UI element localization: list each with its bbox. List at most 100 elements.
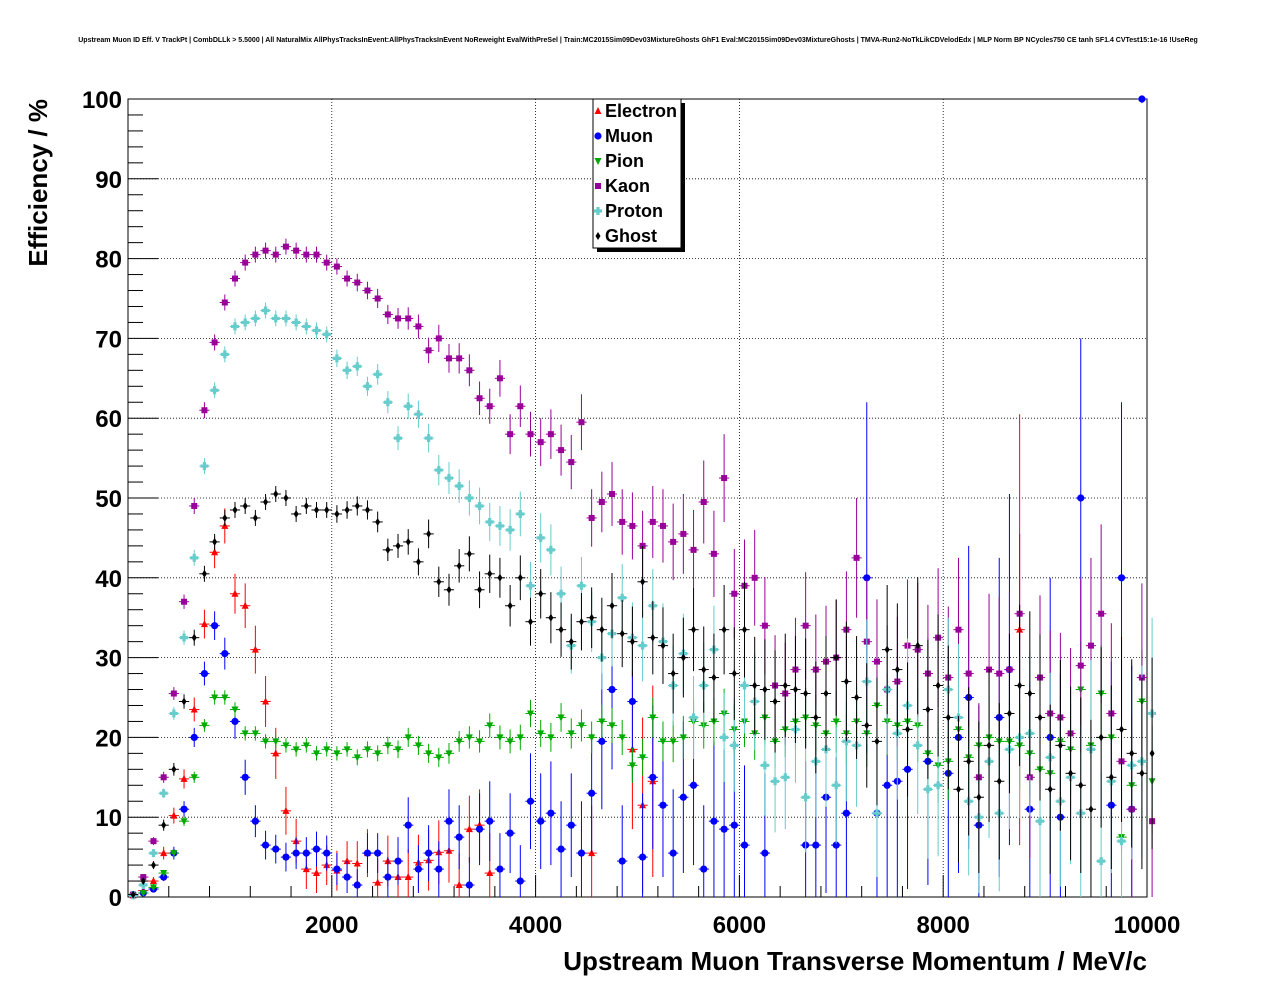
data-point: [344, 505, 350, 514]
data-point: [801, 793, 810, 802]
data-point: [832, 781, 841, 790]
data-point: [803, 689, 809, 698]
data-point: [149, 849, 158, 858]
data-point: [925, 705, 931, 714]
data-point: [496, 734, 504, 742]
data-point: [232, 505, 238, 514]
data-point: [292, 318, 301, 327]
data-point: [241, 318, 250, 327]
data-point: [883, 781, 891, 789]
data-point: [231, 706, 239, 714]
x-tick-label: 4000: [509, 912, 562, 939]
data-point: [139, 890, 147, 898]
data-point: [771, 777, 780, 786]
data-point: [425, 750, 433, 758]
data-point: [558, 447, 565, 454]
data-point: [526, 797, 535, 805]
data-point: [282, 742, 290, 750]
data-point: [608, 722, 616, 730]
data-point: [538, 589, 544, 598]
data-point: [272, 845, 280, 853]
data-point: [486, 403, 493, 410]
data-point: [181, 598, 188, 605]
data-point: [150, 838, 157, 845]
data-point: [465, 881, 473, 889]
data-point: [405, 315, 412, 322]
data-point: [884, 645, 890, 654]
data-point: [689, 781, 698, 789]
data-point: [160, 774, 167, 781]
data-point: [272, 738, 280, 746]
data-point: [404, 821, 412, 829]
data-point: [669, 738, 677, 746]
data-point: [302, 322, 311, 331]
legend-entry-proton: Proton: [594, 201, 663, 221]
data-point: [293, 247, 300, 254]
data-point: [241, 601, 249, 609]
series-ghost: [128, 486, 1155, 899]
data-point: [200, 722, 208, 730]
data-point: [190, 553, 199, 562]
data-point: [414, 742, 422, 750]
data-point: [456, 355, 463, 362]
data-point: [180, 818, 188, 826]
y-tick-label: 40: [95, 566, 122, 593]
data-point: [262, 697, 270, 705]
data-point: [649, 773, 657, 781]
data-point: [495, 521, 504, 530]
data-point: [1087, 642, 1094, 649]
data-point: [557, 589, 566, 598]
data-point: [955, 785, 961, 794]
data-point: [466, 549, 472, 558]
data-point: [241, 730, 249, 738]
data-point: [618, 593, 627, 602]
data-point: [180, 633, 189, 642]
data-point: [312, 326, 321, 335]
data-point: [435, 865, 443, 873]
data-point: [445, 817, 453, 825]
y-tick-label: 30: [95, 646, 122, 673]
data-point: [273, 490, 279, 499]
data-point: [374, 750, 382, 758]
data-point: [191, 633, 197, 642]
data-point: [231, 275, 238, 282]
data-point: [384, 742, 392, 750]
data-point: [313, 750, 321, 758]
data-point: [659, 801, 667, 809]
data-point: [374, 849, 382, 857]
data-point: [149, 884, 157, 892]
data-point: [594, 132, 602, 140]
data-point: [843, 677, 849, 686]
data-point: [475, 825, 484, 833]
data-point: [730, 741, 739, 750]
data-point: [506, 829, 514, 837]
data-point: [986, 741, 992, 750]
data-point: [180, 774, 188, 782]
data-point: [292, 746, 300, 754]
data-point: [548, 613, 554, 622]
data-point: [323, 849, 331, 857]
data-point: [659, 738, 667, 746]
data-point: [435, 335, 442, 342]
data-point: [629, 637, 635, 646]
data-point: [588, 789, 596, 797]
data-point: [231, 589, 239, 597]
data-point: [383, 398, 392, 407]
data-point: [313, 869, 321, 877]
data-point: [517, 403, 524, 410]
data-point: [577, 849, 586, 857]
data-point: [854, 693, 860, 702]
data-point: [477, 585, 483, 594]
data-point: [149, 877, 157, 885]
data-point: [262, 738, 270, 746]
data-point: [619, 518, 626, 525]
data-point: [271, 314, 280, 323]
data-point: [302, 742, 310, 750]
data-point: [578, 617, 584, 626]
data-point: [333, 865, 341, 873]
data-point: [568, 637, 574, 646]
data-point: [1047, 785, 1053, 794]
data-point: [701, 665, 707, 674]
y-tick-label: 0: [109, 885, 122, 912]
data-point: [252, 513, 258, 522]
